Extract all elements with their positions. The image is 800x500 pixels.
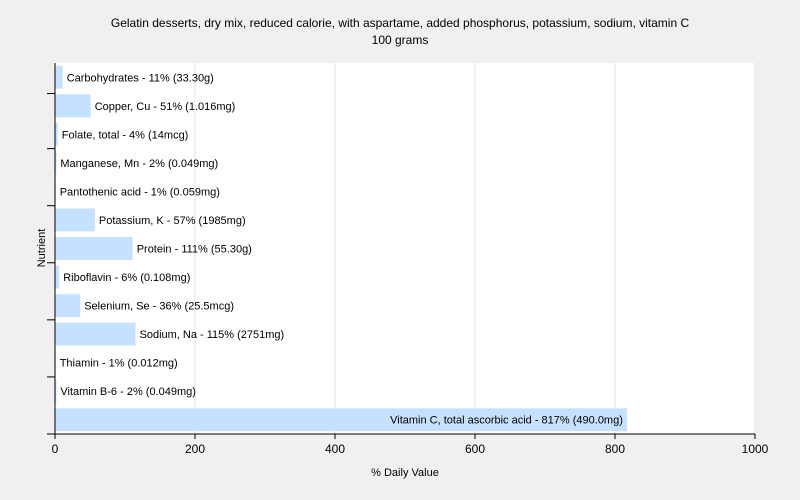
bar-label: Sodium, Na - 115% (2751mg): [140, 329, 285, 341]
grid-lines: [194, 63, 756, 434]
bar-label: Thiamin - 1% (0.012mg): [60, 358, 178, 370]
bar-label: Riboflavin - 6% (0.108mg): [63, 272, 190, 284]
plot-area: [55, 63, 755, 434]
bar-label: Carbohydrates - 11% (33.30g): [67, 72, 214, 84]
bar-label: Protein - 111% (55.30g): [137, 244, 252, 256]
bar: [55, 208, 95, 232]
bar-label: Selenium, Se - 36% (25.5mcg): [84, 301, 234, 313]
bar: [55, 294, 81, 317]
bar: [55, 322, 136, 346]
bar-labels: Carbohydrates - 11% (33.30g) Copper, Cu -…: [60, 72, 623, 426]
bar: [55, 265, 60, 289]
bar-label: Copper, Cu - 51% (1.016mg): [95, 101, 236, 113]
x-tick-label: 1000: [742, 442, 769, 456]
x-axis-title: % Daily Value: [371, 467, 439, 479]
x-tick-label: 400: [325, 442, 345, 456]
bar-label: Potassium, K - 57% (1985mg): [99, 215, 246, 227]
bar: [55, 379, 57, 403]
chart-subtitle: 100 grams: [372, 33, 429, 47]
bar: [55, 122, 58, 146]
x-tick-label: 0: [52, 442, 59, 456]
bar: [55, 94, 91, 118]
bars: [55, 65, 627, 432]
bar-label: Vitamin C, total ascorbic acid - 817% (4…: [390, 415, 623, 427]
bar-label: Folate, total - 4% (14mcg): [62, 129, 189, 141]
y-axis-title: Nutrient: [36, 229, 48, 268]
x-tick-label: 800: [605, 442, 625, 456]
x-tick-label: 600: [465, 442, 485, 456]
chart-title: Gelatin desserts, dry mix, reduced calor…: [111, 16, 690, 30]
bar-label: Manganese, Mn - 2% (0.049mg): [60, 158, 218, 170]
bar: [55, 237, 133, 260]
bar: [55, 151, 57, 175]
bar: [55, 408, 627, 432]
bar-label: Pantothenic acid - 1% (0.059mg): [60, 186, 220, 198]
axes: [47, 63, 755, 435]
x-tick-label: 200: [185, 442, 205, 456]
bar: [55, 65, 63, 89]
bar-label: Vitamin B-6 - 2% (0.049mg): [60, 386, 196, 398]
x-axis-ticks: 0 200 400 600 800 1000: [52, 434, 769, 456]
